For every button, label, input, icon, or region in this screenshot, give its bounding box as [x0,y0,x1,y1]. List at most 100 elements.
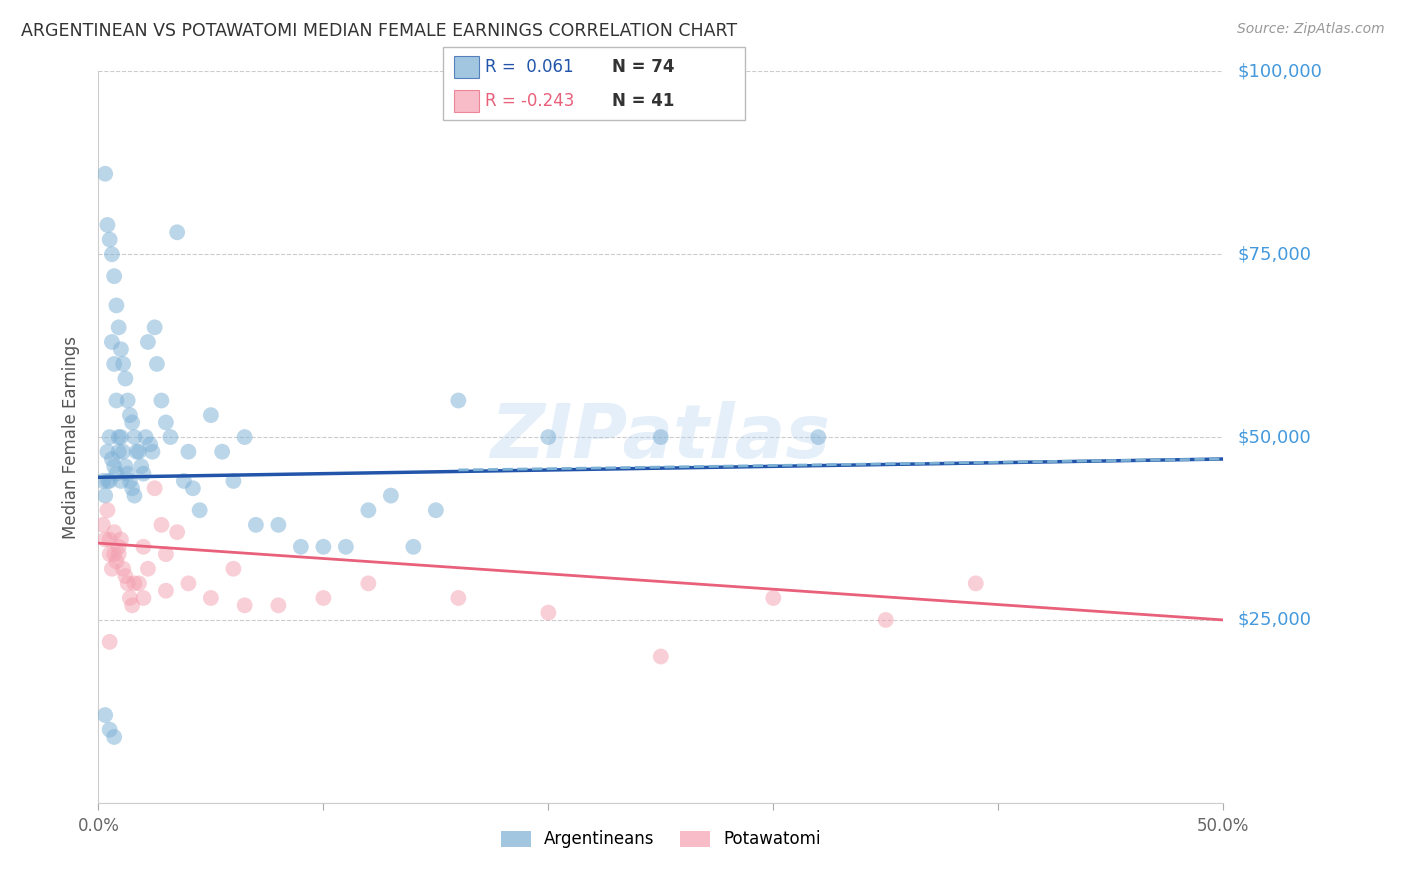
Point [447,591,470,605]
Point [117,576,139,591]
Point [105,393,128,408]
Point [98,635,121,649]
Text: ZIPatlas: ZIPatlas [491,401,831,474]
Text: R = -0.243: R = -0.243 [485,92,575,110]
Point [335,540,357,554]
Point [110,533,132,547]
Point [211,444,233,458]
Point [132,540,155,554]
Point [118,591,141,605]
Point [98,547,121,561]
Point [128,576,150,591]
Point [290,540,312,554]
Point [875,613,897,627]
Point [117,467,139,481]
Point [425,503,447,517]
Point [177,576,200,591]
Point [107,444,129,458]
Point [124,430,146,444]
Point [312,591,335,605]
Point [136,562,159,576]
Point [166,525,188,540]
Point [94,708,117,723]
Point [807,430,830,444]
Point [965,576,987,591]
Point [118,408,141,422]
Point [107,320,129,334]
Point [146,357,169,371]
Point [650,430,672,444]
Point [105,467,128,481]
Point [105,298,128,312]
Text: R =  0.061: R = 0.061 [485,58,574,76]
Point [222,562,245,576]
Point [150,517,173,532]
Point [132,591,155,605]
Point [107,547,129,561]
Point [101,247,124,261]
Point [141,444,163,458]
Point [762,591,785,605]
Point [121,416,143,430]
Text: N = 74: N = 74 [612,58,673,76]
Point [200,591,222,605]
Point [312,540,335,554]
Text: $75,000: $75,000 [1237,245,1312,263]
Point [121,599,143,613]
Point [112,562,135,576]
Point [402,540,425,554]
Point [101,334,124,349]
Point [94,489,117,503]
Point [101,452,124,467]
Point [159,430,181,444]
Point [177,444,200,458]
Point [98,723,121,737]
Point [107,540,129,554]
Point [128,444,150,458]
Point [103,730,125,744]
Point [129,459,152,474]
Point [103,547,125,561]
Text: Source: ZipAtlas.com: Source: ZipAtlas.com [1237,22,1385,37]
Point [96,503,118,517]
Point [136,334,159,349]
Point [135,430,157,444]
Point [98,474,121,488]
Point [103,357,125,371]
Point [98,233,121,247]
Point [222,474,245,488]
Point [96,444,118,458]
Point [114,371,136,385]
Point [166,225,188,239]
Point [233,599,256,613]
Point [114,569,136,583]
Point [188,503,211,517]
Point [155,547,177,561]
Point [155,583,177,598]
Point [103,459,125,474]
Point [233,430,256,444]
Point [117,393,139,408]
Point [150,393,173,408]
Point [103,525,125,540]
Point [537,606,560,620]
Point [200,408,222,422]
Point [105,554,128,568]
Point [650,649,672,664]
Text: $25,000: $25,000 [1237,611,1312,629]
Point [114,459,136,474]
Point [101,562,124,576]
Point [155,416,177,430]
Legend: Argentineans, Potawatomi: Argentineans, Potawatomi [492,822,830,856]
Y-axis label: Median Female Earnings: Median Female Earnings [62,335,80,539]
Point [107,430,129,444]
Point [110,430,132,444]
Point [96,218,118,232]
Point [110,343,132,357]
Point [112,444,135,458]
Point [143,320,166,334]
Text: ARGENTINEAN VS POTAWATOMI MEDIAN FEMALE EARNINGS CORRELATION CHART: ARGENTINEAN VS POTAWATOMI MEDIAN FEMALE … [21,22,737,40]
Text: $100,000: $100,000 [1237,62,1322,80]
Point [267,599,290,613]
Text: N = 41: N = 41 [612,92,673,110]
